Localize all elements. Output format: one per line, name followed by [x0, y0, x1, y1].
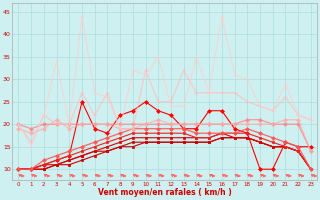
X-axis label: Vent moyen/en rafales ( km/h ): Vent moyen/en rafales ( km/h )	[98, 188, 231, 197]
